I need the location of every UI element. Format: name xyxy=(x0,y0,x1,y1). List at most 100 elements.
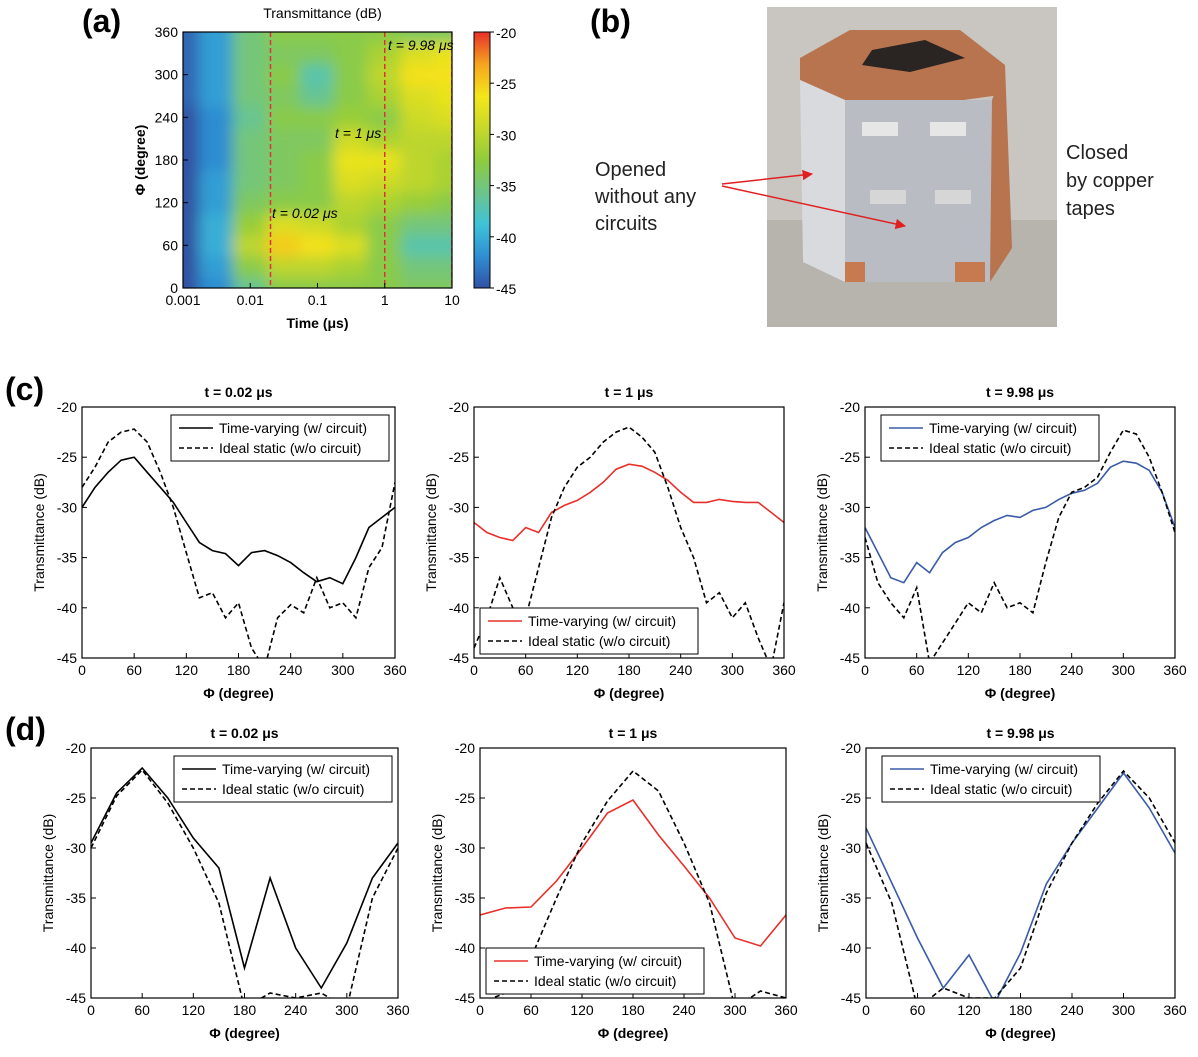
x-tick-label: 60 xyxy=(126,662,142,678)
series-line xyxy=(865,460,1175,584)
heat-cell xyxy=(266,149,301,172)
colorbar-tick-label: -25 xyxy=(496,76,516,92)
y-tick-label: 240 xyxy=(155,109,179,125)
x-tick-label: 0 xyxy=(78,662,86,678)
chart-title: t = 0.02 μs xyxy=(210,725,278,741)
x-tick-label: 180 xyxy=(1009,1002,1033,1018)
heat-cell xyxy=(266,234,301,257)
y-tick-label: -40 xyxy=(57,600,77,616)
note-line: Closed xyxy=(1066,142,1128,164)
x-tick-label: 0 xyxy=(470,662,478,678)
colorbar-tick-label: -30 xyxy=(496,127,516,143)
heat-cell xyxy=(183,42,200,65)
heat-cell xyxy=(434,149,452,172)
series-line xyxy=(866,771,1175,998)
series-line xyxy=(866,769,1175,998)
panel-label: (c) xyxy=(5,371,44,407)
heat-cell xyxy=(400,192,435,214)
heat-cell xyxy=(232,234,267,257)
chart-title: t = 1 μs xyxy=(609,725,658,741)
legend: Time-varying (w/ circuit) Ideal static (w… xyxy=(173,755,393,803)
circuit-pad xyxy=(930,122,966,136)
plot-frame xyxy=(182,31,453,289)
x-tick-label: 0 xyxy=(476,1002,484,1018)
left-face xyxy=(800,80,845,282)
legend: Time-varying (w/ circuit) Ideal static (w… xyxy=(881,755,1101,803)
y-tick-label: -45 xyxy=(57,650,77,666)
heat-cell xyxy=(266,32,301,44)
heat-cell xyxy=(183,192,200,214)
heat-cell xyxy=(232,32,267,44)
heat-cell xyxy=(232,149,267,172)
y-tick-label: -25 xyxy=(455,790,475,806)
heat-cell xyxy=(333,256,368,278)
x-tick-label: 0.1 xyxy=(308,292,328,308)
y-tick-label: -35 xyxy=(449,550,469,566)
x-tick-label: 60 xyxy=(134,1002,150,1018)
heat-cell xyxy=(299,32,335,44)
y-axis-label: Φ (degree) xyxy=(132,125,148,196)
heat-cell xyxy=(232,42,267,65)
y-tick-label: -25 xyxy=(66,790,86,806)
heat-cell xyxy=(232,256,267,278)
heat-cell xyxy=(232,213,267,236)
heat-cell xyxy=(400,42,435,65)
chart-title: t = 9.98 μs xyxy=(986,384,1054,400)
heat-cell xyxy=(434,42,452,65)
legend-box xyxy=(485,947,705,995)
heat-cell xyxy=(400,170,435,193)
heat-cell xyxy=(266,213,301,236)
y-axis-label: Transmittance (dB) xyxy=(814,473,830,592)
x-tick-label: 240 xyxy=(284,1002,308,1018)
x-axis-label: Φ (degree) xyxy=(985,1025,1056,1041)
y-axis-label: Transmittance (dB) xyxy=(429,814,445,933)
series-line xyxy=(480,798,786,947)
y-tick-label: -25 xyxy=(840,449,860,465)
plot-frame xyxy=(473,406,785,659)
heat-cell xyxy=(232,192,267,214)
legend: Time-varying (w/ circuit) Ideal static (w… xyxy=(479,607,699,655)
series-group xyxy=(865,429,1175,658)
y-tick-label: -40 xyxy=(840,600,860,616)
y-tick-label: 180 xyxy=(155,152,179,168)
heat-cell xyxy=(299,42,335,65)
heat-cell xyxy=(266,85,301,108)
series-line xyxy=(474,463,784,542)
panel-label: (a) xyxy=(82,3,121,39)
legend-label: Ideal static (w/o circuit) xyxy=(528,633,670,649)
photo-note: Opened without any circuits xyxy=(594,159,702,235)
x-tick-label: 360 xyxy=(772,662,796,678)
heat-cell xyxy=(367,106,402,129)
y-tick-label: -40 xyxy=(841,940,861,956)
y-tick-label: 60 xyxy=(162,237,178,253)
x-axis-label: Φ (degree) xyxy=(209,1025,280,1041)
series-group xyxy=(866,769,1175,998)
x-tick-label: 60 xyxy=(910,1002,926,1018)
colorbar xyxy=(473,31,491,289)
x-tick-label: 240 xyxy=(1060,1002,1084,1018)
heat-cell xyxy=(199,32,234,44)
circuit-pad xyxy=(935,190,971,204)
x-tick-label: 180 xyxy=(227,662,251,678)
heat-cell xyxy=(266,256,301,278)
x-tick-label: 180 xyxy=(1008,662,1032,678)
series-group xyxy=(82,428,395,658)
heat-cell xyxy=(333,234,368,257)
photo-panel: (b) Opened without any circuits Closed b… xyxy=(590,3,1154,327)
x-tick-label: 300 xyxy=(721,662,745,678)
heat-cell xyxy=(199,128,234,150)
heat-cell xyxy=(232,106,267,129)
circuit-pad xyxy=(862,122,898,136)
plot-frame xyxy=(90,747,399,999)
legend-label: Ideal static (w/o circuit) xyxy=(929,440,1071,456)
legend-label: Ideal static (w/o circuit) xyxy=(222,781,364,797)
panel-label: (b) xyxy=(590,3,631,39)
legend-label: Time-varying (w/ circuit) xyxy=(528,613,676,629)
y-tick-label: -30 xyxy=(841,840,861,856)
y-tick-label: -35 xyxy=(841,890,861,906)
heat-cell xyxy=(333,106,368,129)
heat-cell xyxy=(183,256,200,278)
heat-cell xyxy=(199,213,234,236)
x-tick-label: 120 xyxy=(182,1002,206,1018)
